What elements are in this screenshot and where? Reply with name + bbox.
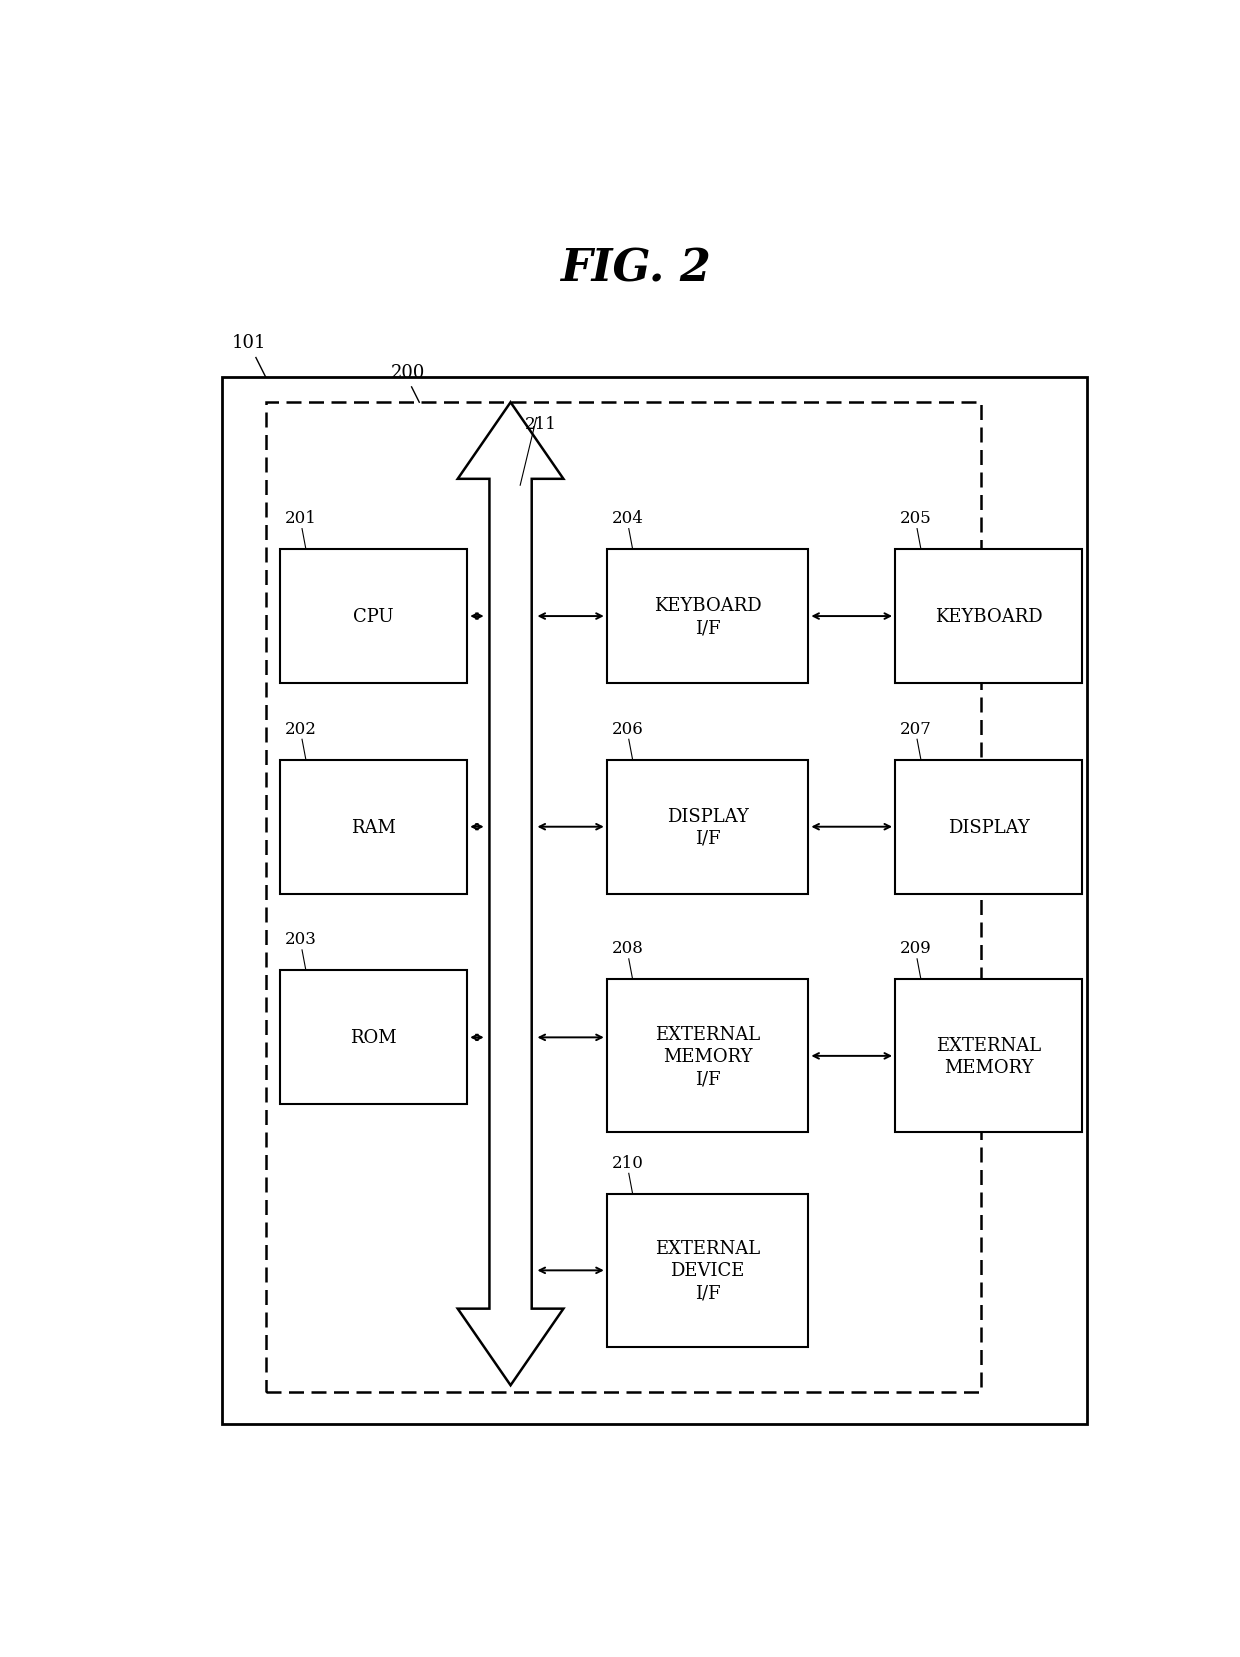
Text: 200: 200 — [391, 363, 425, 381]
Text: EXTERNAL
MEMORY: EXTERNAL MEMORY — [936, 1036, 1042, 1077]
Text: 203: 203 — [285, 931, 316, 948]
Bar — [606, 761, 808, 895]
Text: 208: 208 — [611, 940, 644, 956]
Text: 101: 101 — [232, 335, 267, 351]
Text: 206: 206 — [611, 721, 644, 737]
Bar — [222, 378, 1087, 1423]
Bar — [606, 1195, 808, 1347]
Text: 209: 209 — [900, 940, 931, 956]
Text: 204: 204 — [611, 510, 644, 527]
Bar — [895, 761, 1083, 895]
Text: 207: 207 — [900, 721, 931, 737]
Polygon shape — [458, 403, 563, 1385]
Text: 211: 211 — [525, 416, 557, 432]
Text: 201: 201 — [285, 510, 316, 527]
Bar — [606, 550, 808, 684]
Text: RAM: RAM — [351, 819, 396, 837]
Text: EXTERNAL
MEMORY
I/F: EXTERNAL MEMORY I/F — [655, 1026, 760, 1087]
Bar — [280, 761, 467, 895]
Text: FIG. 2: FIG. 2 — [560, 247, 711, 290]
Text: 205: 205 — [900, 510, 931, 527]
Text: EXTERNAL
DEVICE
I/F: EXTERNAL DEVICE I/F — [655, 1239, 760, 1302]
Text: 202: 202 — [285, 721, 316, 737]
Text: 210: 210 — [611, 1153, 644, 1171]
Bar — [280, 550, 467, 684]
Text: DISPLAY: DISPLAY — [947, 819, 1029, 837]
Bar — [895, 550, 1083, 684]
Bar — [280, 971, 467, 1105]
Text: KEYBOARD
I/F: KEYBOARD I/F — [653, 597, 761, 636]
Text: DISPLAY
I/F: DISPLAY I/F — [667, 807, 749, 847]
Bar — [265, 403, 982, 1392]
Bar — [606, 979, 808, 1133]
Text: CPU: CPU — [353, 608, 394, 626]
Text: KEYBOARD: KEYBOARD — [935, 608, 1043, 626]
Text: ROM: ROM — [351, 1029, 397, 1047]
Bar — [895, 979, 1083, 1133]
